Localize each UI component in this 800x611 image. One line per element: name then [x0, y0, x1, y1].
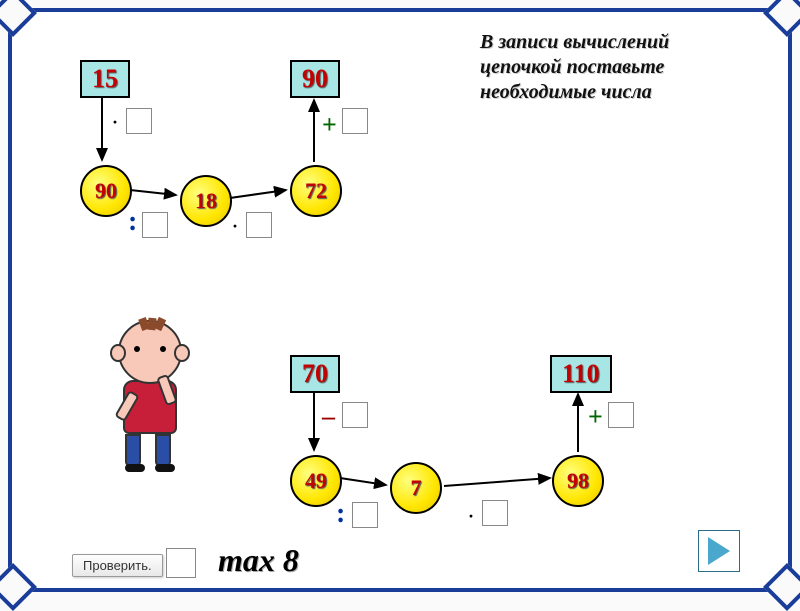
- corner-br: [763, 563, 800, 611]
- next-button[interactable]: [698, 530, 740, 572]
- chain2-op4: +: [588, 402, 603, 432]
- chain2-start-box: 70: [290, 355, 340, 393]
- corner-tl: [0, 0, 37, 37]
- chain1-input-2[interactable]: [142, 212, 168, 238]
- chain2-op3: ·: [468, 506, 474, 527]
- corner-tr: [763, 0, 800, 37]
- corner-bl: [0, 563, 37, 611]
- instruction-text: В записи вычислений цепочкой поставьте н…: [480, 30, 740, 105]
- chain1-op3: ·: [232, 216, 238, 237]
- chain1-input-3[interactable]: [246, 212, 272, 238]
- chain1-circle-1: 90: [80, 165, 132, 217]
- chain1-op1: ·: [112, 112, 118, 133]
- chain1-circle-2: 18: [180, 175, 232, 227]
- chain2-end-box: 110: [550, 355, 612, 393]
- chain2-circle-3: 98: [552, 455, 604, 507]
- chain1-circle-3: 72: [290, 165, 342, 217]
- chain2-input-4[interactable]: [608, 402, 634, 428]
- chain2-input-2[interactable]: [352, 502, 378, 528]
- chain2-op2: :: [336, 498, 345, 530]
- check-button[interactable]: Проверить.: [72, 554, 163, 577]
- max-score-label: max 8: [218, 542, 299, 579]
- chain2-circle-1: 49: [290, 455, 342, 507]
- chain1-op4: +: [322, 110, 337, 140]
- chain1-op2: :: [128, 206, 137, 238]
- chain1-input-1[interactable]: [126, 108, 152, 134]
- chain1-end-box: 90: [290, 60, 340, 98]
- chain1-input-4[interactable]: [342, 108, 368, 134]
- chain2-input-3[interactable]: [482, 500, 508, 526]
- score-box: [166, 548, 196, 578]
- chain2-circle-2: 7: [390, 462, 442, 514]
- thinking-boy-illustration: [100, 320, 200, 470]
- chain2-op1: –: [322, 402, 335, 432]
- chain1-start-box: 15: [80, 60, 130, 98]
- chain2-input-1[interactable]: [342, 402, 368, 428]
